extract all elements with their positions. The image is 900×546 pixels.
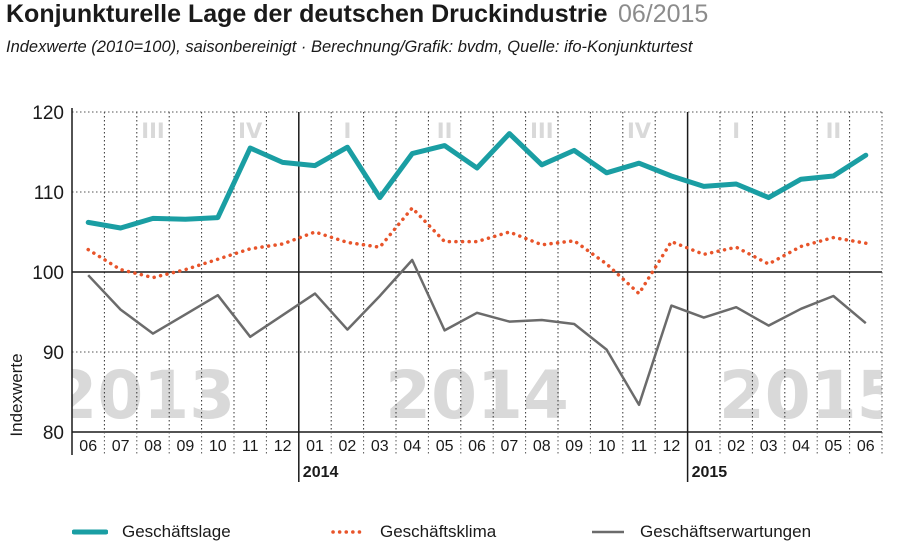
series-geschaeftsklima [86, 206, 868, 296]
x-tick-label: 04 [792, 438, 810, 455]
year-label-2014: 2014 [303, 464, 339, 481]
x-tick-label: 12 [663, 438, 681, 455]
x-tick-label: 08 [533, 438, 551, 455]
legend-swatch-geschaeftslage [72, 529, 108, 535]
year-watermarks: 2013 2014 2015 [51, 357, 900, 434]
quarter-label-I-6: I [732, 119, 740, 143]
chart-title-row: Konjunkturelle Lage der deutschen Drucki… [6, 0, 708, 29]
x-tick-label: 01 [306, 438, 324, 455]
x-tick-label: 06 [468, 438, 486, 455]
x-tick-label: 07 [501, 438, 519, 455]
x-tick-label: 05 [825, 438, 843, 455]
legend: Geschäftslage Geschäftsklima Geschäftser… [0, 518, 900, 546]
quarter-label-II-7: II [826, 119, 842, 143]
x-tick-label: 01 [695, 438, 713, 455]
y-tick-label-110: 110 [34, 183, 64, 204]
y-axis-label: Indexwerte [7, 353, 26, 436]
legend-label-geschaeftserwartungen: Geschäftserwartungen [640, 522, 812, 541]
quarter-label-III-0: III [141, 119, 164, 143]
quarter-label-I-2: I [343, 119, 351, 143]
quarter-label-II-3: II [437, 119, 453, 143]
legend-label-geschaeftslage: Geschäftslage [122, 522, 231, 541]
quarter-label-III-4: III [530, 119, 553, 143]
x-tick-label: 06 [79, 438, 97, 455]
x-tick-label: 11 [242, 438, 259, 455]
x-tick-label: 03 [760, 438, 778, 455]
year-label-2015: 2015 [692, 464, 728, 481]
x-tick-label: 10 [209, 438, 227, 455]
y-tick-label-120: 120 [32, 103, 64, 124]
year-watermark-2015: 2015 [719, 357, 900, 434]
x-tick-label: 03 [371, 438, 389, 455]
x-tick-label: 06 [857, 438, 875, 455]
legend-swatch-geschaeftsklima [331, 530, 366, 534]
series-geschaeftserwartungen [87, 258, 867, 407]
chart-title: Konjunkturelle Lage der deutschen Drucki… [6, 0, 608, 28]
x-tick-label: 05 [436, 438, 454, 455]
x-tick-label: 09 [565, 438, 583, 455]
year-watermark-2013: 2013 [51, 357, 235, 434]
chart-subtitle: Indexwerte (2010=100), saisonbereinigt ·… [6, 38, 693, 56]
legend-item-geschaeftslage: Geschäftslage [72, 518, 231, 546]
y-tick-label-100: 100 [32, 263, 64, 284]
y-tick-label-90: 90 [43, 343, 64, 364]
legend-item-geschaeftserwartungen: Geschäftserwartungen [590, 518, 811, 546]
x-tick-label: 11 [631, 438, 648, 455]
x-tick-label: 10 [598, 438, 616, 455]
y-tick-label-80: 80 [43, 423, 64, 444]
legend-label-geschaeftsklima: Geschäftsklima [380, 522, 497, 541]
series-geschaeftslage [85, 131, 869, 231]
legend-item-geschaeftsklima: Geschäftsklima [330, 518, 496, 546]
x-tick-label: 02 [339, 438, 357, 455]
x-tick-label: 07 [112, 438, 130, 455]
year-watermark-2014: 2014 [385, 357, 569, 434]
quarter-label-IV-1: IV [238, 119, 263, 143]
x-tick-label: 02 [727, 438, 745, 455]
x-tick-label: 12 [274, 438, 292, 455]
legend-swatch-geschaeftserwartungen [592, 530, 624, 534]
quarter-label-IV-5: IV [627, 119, 652, 143]
x-tick-label: 04 [403, 438, 421, 455]
chart-date: 06/2015 [617, 0, 709, 28]
x-tick-label: 08 [144, 438, 162, 455]
x-tick-label: 09 [177, 438, 195, 455]
